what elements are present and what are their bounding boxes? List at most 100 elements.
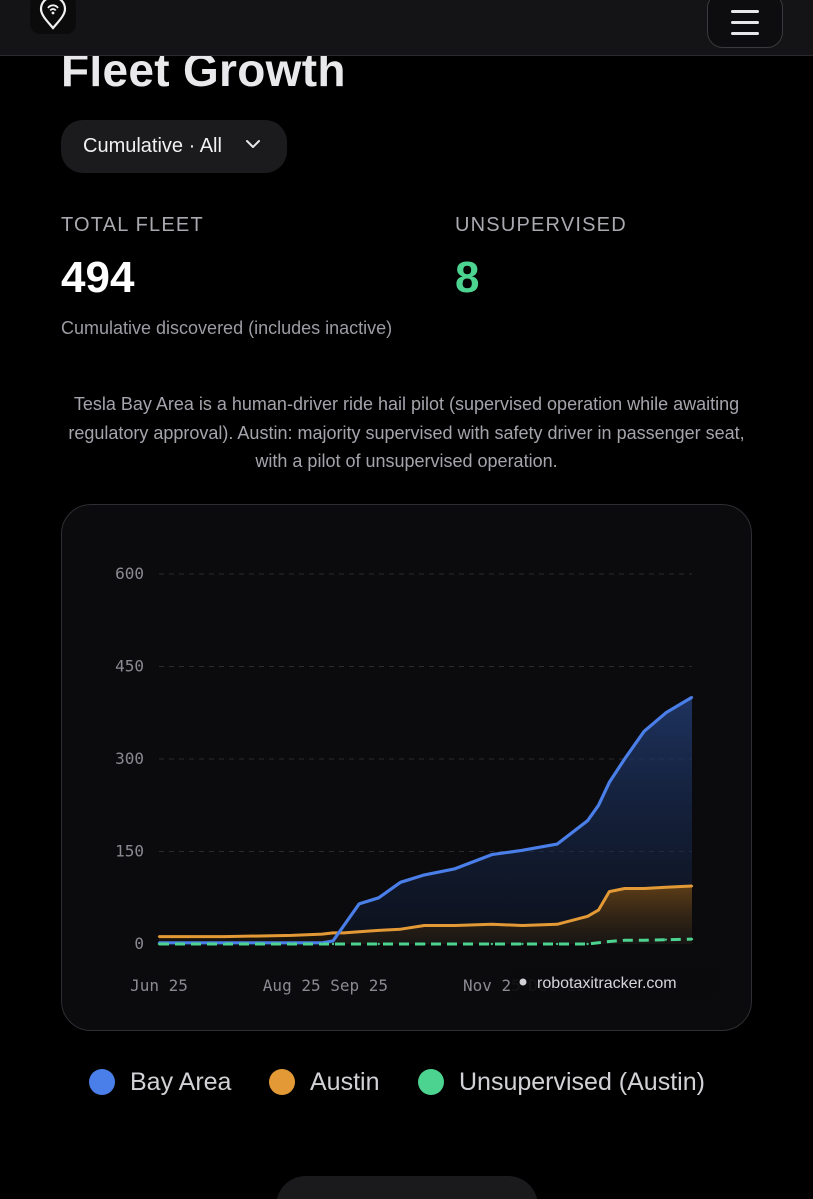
data-point-unsupervised [331,942,335,946]
data-point-unsupervised [597,941,600,944]
data-point-unsupervised [290,942,293,946]
total-fleet-subtext: Cumulative discovered (includes inactive… [61,318,393,338]
data-point-bay-area [377,896,380,899]
x-tick-label: Jun 25 [130,976,188,995]
data-point-austin [423,924,426,927]
data-point-unsupervised [357,942,361,946]
data-point-unsupervised [423,942,426,946]
legend-label-bay-area: Bay Area [130,1067,232,1096]
menu-bar [731,31,759,35]
data-point-austin [290,934,293,937]
data-point-bay-area [453,867,457,870]
data-point-bay-area [423,873,426,877]
data-point-austin [623,887,626,890]
x-tick-label: Nov 25 [463,976,521,995]
watermark-dot-icon [519,978,527,986]
watermark-text: robotaxitracker.com [537,975,677,992]
legend-swatch-bay-area [89,1069,115,1095]
legend-item-unsupervised[interactable]: Unsupervised (Austin) [418,1062,705,1102]
legend-item-austin[interactable]: Austin [269,1062,379,1102]
data-point-austin [399,928,402,931]
data-point-unsupervised [521,942,524,946]
y-tick-label: 450 [115,657,144,676]
data-point-unsupervised [490,942,494,946]
data-point-unsupervised [453,942,457,946]
legend-label-unsupervised: Unsupervised (Austin) [459,1067,705,1096]
data-point-austin [521,924,524,927]
data-point-bay-area [555,842,559,846]
bottom-action-button[interactable] [276,1176,538,1199]
view-mode-dropdown[interactable]: Cumulative · All [61,120,287,173]
hamburger-menu-button[interactable] [707,0,783,48]
data-point-unsupervised [555,942,559,946]
location-pin-icon [39,0,67,30]
series-area-austin [159,886,692,944]
data-point-austin [223,935,226,938]
data-point-austin [157,935,161,938]
menu-bar [731,9,759,13]
x-tick-label: Sep 25 [330,976,388,995]
data-point-austin [453,924,457,927]
menu-bar [731,20,759,24]
data-point-unsupervised [342,942,346,946]
fleet-description: Tesla Bay Area is a human-driver ride ha… [68,394,745,471]
data-point-bay-area [357,902,361,906]
data-point-unsupervised [157,942,161,946]
data-point-bay-area [490,853,494,856]
total-fleet-value: 494 [61,253,135,302]
logo-button[interactable] [30,0,76,34]
data-point-unsupervised [586,942,589,946]
y-tick-label: 600 [115,564,144,583]
data-point-austin [664,886,668,889]
chevron-down-icon [246,140,260,148]
legend-label-austin: Austin [310,1067,380,1096]
data-point-bay-area [608,781,611,784]
data-point-austin [320,932,324,936]
legend-item-bay-area[interactable]: Bay Area [89,1062,231,1102]
data-point-bay-area [642,730,646,733]
data-point-austin [642,887,646,890]
data-point-austin [331,931,335,935]
data-point-austin [597,908,600,912]
data-point-unsupervised [608,940,611,943]
data-point-bay-area [399,881,402,884]
unsupervised-label: UNSUPERVISED [455,214,627,236]
data-point-unsupervised [320,942,324,946]
y-tick-label: 0 [134,934,144,953]
data-point-unsupervised [642,939,646,942]
x-tick-label: Aug 25 [263,976,321,995]
data-point-austin [490,923,494,926]
data-point-bay-area [586,819,589,822]
watermark-backdrop [511,967,719,999]
data-point-austin [586,915,589,918]
data-point-austin [690,884,694,888]
data-point-austin [377,929,380,932]
dropdown-label: Cumulative · All [83,135,222,157]
top-navigation-bar [0,0,813,56]
chart-legend: Bay Area Austin Unsupervised (Austin) [0,1062,813,1102]
data-point-unsupervised [399,942,402,946]
total-fleet-label: TOTAL FLEET [61,214,204,236]
y-tick-label: 150 [115,842,144,861]
data-point-austin [555,923,559,926]
data-point-bay-area [331,939,335,943]
unsupervised-value: 8 [455,253,480,302]
data-point-bay-area [521,849,524,852]
data-point-bay-area [690,696,694,699]
data-point-bay-area [623,757,626,761]
data-point-bay-area [597,804,600,807]
legend-swatch-austin [269,1069,295,1095]
data-point-bay-area [342,924,346,927]
data-point-austin [357,930,361,933]
data-point-austin [342,931,346,935]
data-point-unsupervised [223,942,226,946]
data-point-bay-area [664,711,668,714]
y-tick-label: 300 [115,749,144,768]
series-area-bay-area [159,697,692,944]
data-point-unsupervised [377,942,380,946]
data-point-unsupervised [690,937,694,941]
data-point-unsupervised [623,939,626,942]
data-point-unsupervised [664,938,668,941]
